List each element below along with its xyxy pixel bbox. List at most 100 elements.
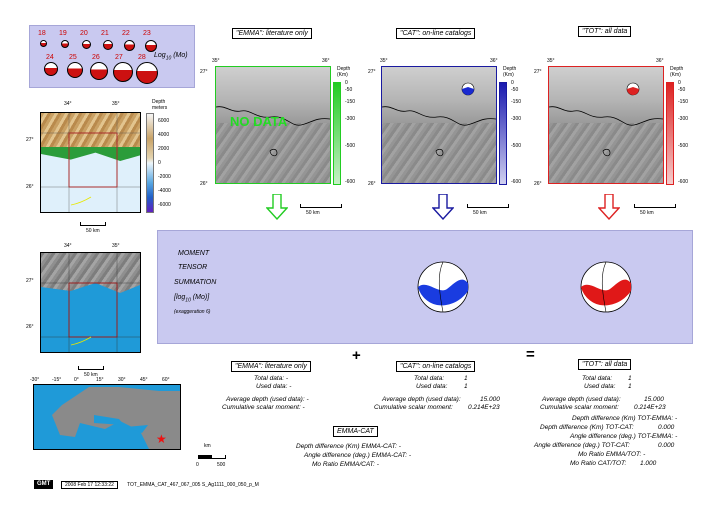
emma-lon-right: 36° [322,58,330,64]
summation-panel: MOMENT TENSOR SUMMATION [log10 (Mo)] (ex… [157,230,693,344]
overview-lon-label: 0° [74,377,79,383]
gmt-logo: GMT [34,480,54,489]
legend-beachball [44,62,58,76]
emma-total: Total data: - [254,375,289,382]
tot-depth-diff-emma: Depth difference (Km) TOT-EMMA: - [572,415,678,422]
cat-scale-label: 50 km [473,210,487,216]
tot-mo-ratio-cat-label: Mo Ratio CAT/TOT: [570,460,627,467]
emma-avg-depth: Average depth (used data): - [226,396,309,403]
emma-lon-left: 35° [212,58,220,64]
depth-tick-label: 0 [678,80,681,86]
cat-lat-top: 27° [368,69,376,75]
tot-stats-title: "TOT": all data [578,359,632,370]
plus-sign: + [352,347,361,364]
tot-moment-label: Cumulative scalar moment: [540,404,619,411]
overview-map: ★ [33,384,181,450]
depth-tick-label: -300 [678,116,689,122]
legend-beachball [124,40,135,51]
legend-mag-label: 27 [115,54,123,61]
tot-avg-value: 15.000 [644,396,664,403]
overview-lon-label: 45° [140,377,148,383]
depth-tick-label: 0 [345,80,348,86]
map2-lon-1: 34° [64,243,72,249]
tot-beachball [580,261,632,313]
cat-avg-label: Average depth (used data): [382,396,461,403]
emma-arrow-icon [266,194,288,220]
cat-moment-label: Cumulative scalar moment: [374,404,453,411]
tot-lon-left: 35° [547,58,555,64]
summation-line-2: TENSOR [178,264,208,271]
depth-tick-label: 0 [511,80,514,86]
depth-tick-label: -600 [678,179,689,185]
depth-tick-label: -150 [511,99,522,105]
topo-lon-1: 34° [64,101,72,107]
legend-beachball [61,40,69,48]
overview-scale-bar [198,455,226,459]
cat-scale-bar [467,204,509,208]
tot-mo-ratio-cat-value: 1.000 [640,460,657,467]
emma-used: Used data: - [256,383,292,390]
depth-tick-label: -500 [678,143,689,149]
cat-title: "CAT": on-line catalogs [396,28,476,39]
emma-scale-label: 50 km [306,210,320,216]
legend-mag-label: 23 [143,30,151,37]
cat-lon-left: 35° [380,58,388,64]
overview-scale-0: 0 [196,462,199,468]
depth-tick-label: -300 [345,116,356,122]
legend-mag-label: 24 [46,54,54,61]
depth-tick-label: -500 [345,143,356,149]
depth-axis-label: Depth (Km) [337,66,351,78]
depth-tick-label: -150 [678,99,689,105]
no-data-label: NO DATA [230,114,288,129]
map2-lat-2: 26° [26,324,34,330]
depth-tick-label: -50 [345,87,353,93]
tot-avg-label: Average depth (used data): [542,396,621,403]
legend-mag-label: 20 [80,30,88,37]
overview-lon-label: 15° [96,377,104,383]
tot-arrow-icon [598,194,620,220]
legend-mag-label: 19 [59,30,67,37]
tot-lon-right: 36° [656,58,664,64]
map2-scale-label: 50 km [84,372,98,378]
tot-mo-ratio-emma: Mo Ratio EMMA/TOT: - [578,451,646,458]
emma-lat-top: 27° [200,69,208,75]
tot-scale-label: 50 km [640,210,654,216]
footer-filename: TOT_EMMA_CAT_467_067_005 S_Ag1111_000_05… [127,482,259,488]
cat-used-value: 1 [464,383,468,390]
emma-cat-mo-ratio: Mo Ratio EMMA/CAT: - [312,461,379,468]
cat-map [381,66,497,184]
legend-mag-label: 28 [138,54,146,61]
topo-map [40,112,141,213]
legend-beachball [40,40,47,47]
tot-total-label: Total data: [582,375,613,382]
summation-line-5: (exaggeration 6) [174,309,211,315]
topo-depth-label: Depth meters [152,99,168,111]
cat-lat-bottom: 26° [368,181,376,187]
tot-used-label: Used data: [584,383,616,390]
legend-mag-label: 22 [122,30,130,37]
emma-map: NO DATA [215,66,331,184]
overview-lon-label: -15° [52,377,62,383]
map2-scale-bar [78,366,104,370]
topo-scale-bar [80,222,106,226]
cat-moment-value: 0.214E+23 [468,404,500,411]
cat-stats-title: "CAT": on-line catalogs [396,361,476,372]
tot-depth-colorbar [666,82,674,185]
tot-angle-diff-cat-value: 0.000 [658,442,675,449]
overview-scale-500: 500 [217,462,226,468]
legend-row-1: 18 19 20 21 22 23 [30,26,194,56]
cat-total-label: Total data: [414,375,445,382]
topo-lat-1: 27° [26,137,34,143]
topo-tick-label: -6000 [158,202,171,208]
tot-lat-bottom: 26° [534,181,542,187]
summation-line-4: [log10 (Mo)] [174,294,210,304]
map2-lat-1: 27° [26,278,34,284]
tot-angle-diff-cat-label: Angle difference (deg.) TOT-CAT: [534,442,630,449]
cat-used-label: Used data: [416,383,448,390]
legend-mag-label: 18 [38,30,46,37]
depth-tick-label: -300 [511,116,522,122]
summation-line-3: SUMMATION [174,279,217,286]
footer-date: 2008 Feb 17 12:33:22 [61,481,118,489]
topo-scale-label: 50 km [86,228,100,234]
magnitude-legend-panel: 18 19 20 21 22 23 24 25 26 27 28 Log10 (Mo) [29,25,195,88]
